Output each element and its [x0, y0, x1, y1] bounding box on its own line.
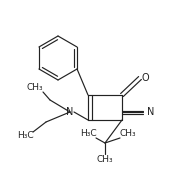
Text: CH₃: CH₃: [27, 83, 43, 92]
Text: CH₃: CH₃: [97, 155, 113, 164]
Text: CH₃: CH₃: [120, 129, 136, 139]
Text: N: N: [66, 107, 74, 117]
Text: O: O: [141, 73, 149, 83]
Text: H₃C: H₃C: [80, 129, 96, 139]
Text: N: N: [147, 107, 155, 117]
Text: H₃C: H₃C: [17, 131, 33, 140]
